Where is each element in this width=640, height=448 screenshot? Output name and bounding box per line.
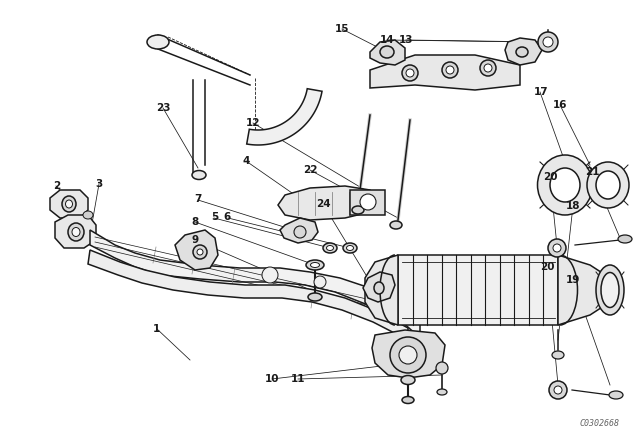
Ellipse shape	[147, 35, 169, 49]
Ellipse shape	[306, 260, 324, 270]
Circle shape	[436, 362, 448, 374]
Ellipse shape	[72, 228, 80, 237]
Circle shape	[484, 64, 492, 72]
Polygon shape	[280, 218, 318, 243]
Ellipse shape	[587, 162, 629, 208]
Circle shape	[262, 267, 278, 283]
Ellipse shape	[538, 155, 593, 215]
Polygon shape	[558, 255, 610, 325]
Polygon shape	[50, 190, 88, 218]
Polygon shape	[88, 250, 408, 340]
Text: 8: 8	[191, 217, 199, 227]
Circle shape	[553, 244, 561, 252]
Text: 12: 12	[246, 118, 260, 128]
Text: 11: 11	[291, 374, 305, 383]
Ellipse shape	[374, 282, 384, 294]
Text: 4: 4	[243, 156, 250, 166]
Ellipse shape	[310, 263, 319, 267]
Text: 14: 14	[380, 35, 394, 45]
Ellipse shape	[352, 206, 364, 214]
Text: 20: 20	[540, 262, 554, 271]
Polygon shape	[278, 186, 380, 220]
Circle shape	[294, 226, 306, 238]
Circle shape	[442, 62, 458, 78]
Ellipse shape	[62, 196, 76, 212]
Ellipse shape	[65, 200, 72, 208]
Ellipse shape	[552, 351, 564, 359]
Polygon shape	[55, 215, 96, 248]
Text: 20: 20	[543, 172, 557, 182]
Polygon shape	[246, 89, 322, 145]
Text: 5: 5	[211, 212, 218, 222]
Ellipse shape	[618, 235, 632, 243]
Polygon shape	[505, 38, 542, 65]
Polygon shape	[398, 255, 558, 325]
Ellipse shape	[346, 246, 353, 250]
Circle shape	[399, 346, 417, 364]
Ellipse shape	[596, 171, 620, 199]
Circle shape	[402, 65, 418, 81]
Ellipse shape	[390, 221, 402, 229]
Text: 21: 21	[585, 168, 599, 177]
Polygon shape	[90, 230, 420, 338]
Circle shape	[548, 239, 566, 257]
Text: 15: 15	[335, 24, 349, 34]
Text: C0302668: C0302668	[580, 419, 620, 428]
Ellipse shape	[343, 243, 357, 253]
Text: 24: 24	[316, 199, 330, 209]
Ellipse shape	[596, 265, 624, 315]
Text: 2: 2	[52, 181, 60, 191]
Text: 9: 9	[191, 235, 199, 245]
Text: 1: 1	[153, 324, 161, 334]
Circle shape	[197, 249, 203, 255]
Ellipse shape	[550, 168, 580, 202]
Polygon shape	[370, 55, 520, 90]
Ellipse shape	[68, 223, 84, 241]
Circle shape	[538, 32, 558, 52]
Text: 18: 18	[566, 201, 580, 211]
Polygon shape	[363, 272, 395, 302]
Ellipse shape	[323, 243, 337, 253]
Circle shape	[480, 60, 496, 76]
Polygon shape	[372, 330, 445, 378]
Text: 13: 13	[399, 35, 413, 45]
Circle shape	[446, 66, 454, 74]
Text: 7: 7	[195, 194, 202, 204]
Ellipse shape	[380, 46, 394, 58]
Ellipse shape	[401, 375, 415, 384]
Ellipse shape	[402, 396, 414, 404]
Polygon shape	[365, 255, 398, 325]
Ellipse shape	[516, 47, 528, 57]
Polygon shape	[175, 230, 218, 270]
Ellipse shape	[308, 293, 322, 301]
Text: 16: 16	[553, 100, 567, 110]
Circle shape	[360, 194, 376, 210]
Ellipse shape	[192, 171, 206, 180]
Ellipse shape	[609, 391, 623, 399]
Circle shape	[543, 37, 553, 47]
Text: 10: 10	[265, 374, 279, 383]
Polygon shape	[350, 190, 385, 215]
Circle shape	[314, 276, 326, 288]
Text: 22: 22	[303, 165, 317, 175]
Polygon shape	[370, 40, 405, 65]
Circle shape	[406, 69, 414, 77]
Text: 3: 3	[95, 179, 103, 189]
Ellipse shape	[437, 389, 447, 395]
Circle shape	[549, 381, 567, 399]
Text: 17: 17	[534, 87, 548, 97]
Circle shape	[193, 245, 207, 259]
Text: 19: 19	[566, 275, 580, 285]
Circle shape	[390, 337, 426, 373]
Ellipse shape	[326, 246, 333, 250]
Ellipse shape	[601, 272, 619, 307]
Text: 6: 6	[223, 212, 231, 222]
Ellipse shape	[83, 211, 93, 219]
Circle shape	[554, 386, 562, 394]
Text: 23: 23	[156, 103, 170, 112]
